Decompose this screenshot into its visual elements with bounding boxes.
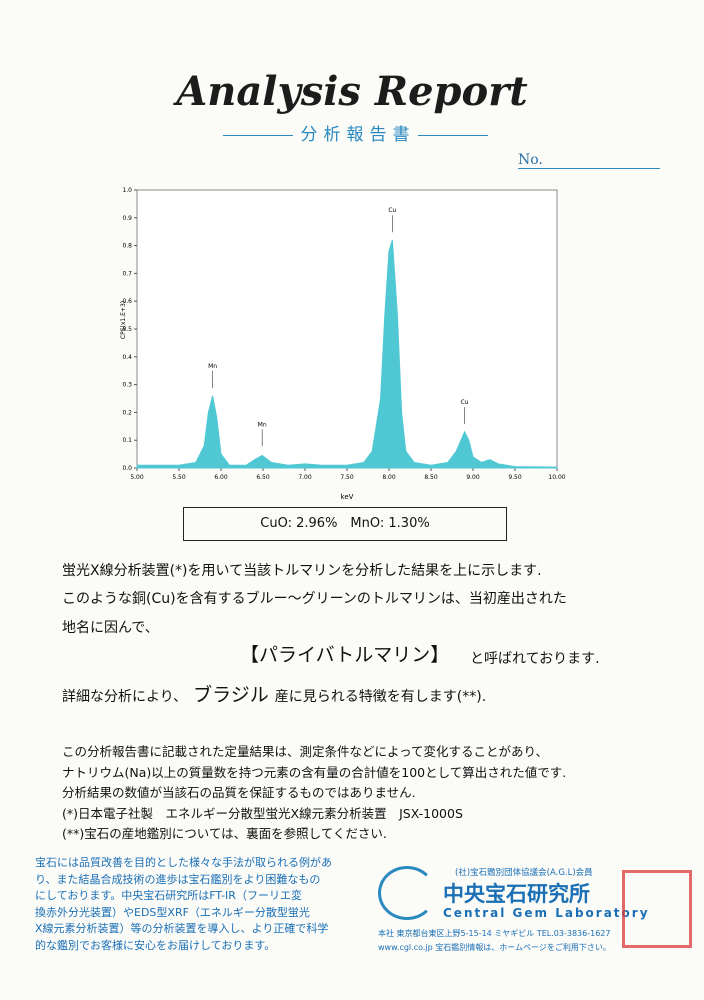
origin: ブラジル — [193, 684, 269, 706]
gem-name: 【パライバトルマリン】 — [240, 644, 450, 666]
logo-mark — [378, 866, 436, 920]
subtitle-text: 分析報告書 — [300, 125, 416, 145]
text-line: (**)宝石の産地鑑別については、裏面を参照してください. — [62, 826, 387, 841]
origin-prefix: 詳細な分析により、 — [62, 689, 188, 705]
peak-label: Mn — [208, 363, 217, 370]
body-line: 地名に因んで、 — [62, 620, 159, 636]
gem-suffix: と呼ばれております. — [470, 651, 600, 667]
text-line: ナトリウム(Na)以上の質量数を持つ元素の含有量の合計値を100として算出された… — [62, 764, 567, 780]
plot-frame — [136, 189, 558, 469]
x-tick-label: 7.50 — [340, 474, 354, 481]
x-tick-label: 5.50 — [172, 474, 186, 481]
lab-jp: 中央宝石研究所 — [443, 882, 590, 906]
text-line: X線元素分析装置）等の分析装置を導入し、より正確で科学 — [35, 922, 329, 935]
origin-line: 詳細な分析により、 ブラジル 産に見られる特徴を有します(**). — [62, 680, 486, 707]
address: 本社 東京都台東区上野5-15-14 ミヤギビル TEL.03-3836-162… — [378, 929, 611, 938]
rule — [417, 134, 488, 136]
y-tick-label: 0.8 — [122, 243, 132, 250]
peak-label: Cu — [388, 207, 396, 214]
x-tick-label: 9.50 — [508, 474, 522, 481]
text-line: この分析報告書に記載された定量結果は、測定条件などによって変化することがあり、 — [62, 744, 549, 759]
text-line: 分析結果の数値が当該石の品質を保証するものではありません. — [62, 785, 416, 800]
spectrum — [136, 239, 558, 469]
text-line: にしております。中央宝石研究所はFT-IR（フーリエ変 — [35, 889, 302, 902]
x-tick-label: 8.50 — [424, 474, 438, 481]
x-tick-label: 6.00 — [214, 474, 228, 481]
y-tick-label: 1.0 — [122, 187, 132, 194]
member: (社)宝石鑑別団体協議会(A.G.L)会員 — [455, 868, 593, 878]
y-tick-label: 0.6 — [122, 298, 132, 305]
web: www.cgl.co.jp 宝石鑑別情報は、ホームページをご利用下さい。 — [378, 943, 611, 952]
x-axis-label: keV — [341, 493, 354, 501]
subtitle: 分析報告書 — [190, 120, 520, 145]
title: Analysis Report — [176, 68, 528, 115]
rule — [222, 134, 293, 136]
y-tick-label: 0.3 — [122, 382, 132, 389]
x-tick-label: 7.00 — [298, 474, 312, 481]
footer-notice: 宝石には品質改善を目的とした様々な手法が取られる例があ り、また結晶合成技術の進歩… — [35, 855, 332, 954]
body-line: このような銅(Cu)を含有するブルー～グリーンのトルマリンは、当初産出された — [62, 591, 567, 607]
result-box: CuO: 2.96% MnO: 1.30% — [183, 507, 507, 541]
peak-label: Cu — [461, 399, 469, 406]
chart: CPS(x1.E+3) keV 0.0 0.1 0.2 0.3 0.4 0.5 0.6 0.7… — [120, 187, 566, 501]
x-tick-label: 10.00 — [548, 474, 565, 481]
lab-en: Central Gem Laboratory — [443, 906, 650, 920]
seal — [622, 870, 692, 948]
y-tick-label: 0.1 — [122, 437, 132, 444]
y-tick-label: 0.5 — [122, 326, 132, 333]
y-tick-label: 0.7 — [122, 270, 132, 277]
number-label: No. — [518, 152, 660, 169]
y-tick-label: 0.2 — [122, 409, 132, 416]
y-tick-label: 0.9 — [122, 215, 132, 222]
y-axis-label: CPS(x1.E+3) — [120, 301, 127, 339]
text-line: (*)日本電子社製 エネルギー分散型蛍光X線元素分析装置 JSX-1000S — [62, 805, 463, 821]
text-line: 的な鑑別でお客様に安心をお届けしております。 — [35, 938, 276, 952]
text-line: 換赤外分光装置）やEDS型XRF（エネルギー分散型蛍光 — [35, 905, 310, 919]
origin-suffix: 産に見られる特徴を有します(**). — [274, 689, 487, 705]
body-line: 蛍光X線分析装置(*)を用いて当該トルマリンを分析した結果を上に示します. — [62, 563, 542, 579]
peak-label: Mn — [258, 421, 267, 428]
y-tick-label: 0.4 — [122, 354, 132, 361]
y-tick-label: 0.0 — [122, 465, 132, 472]
x-tick-label: 8.00 — [382, 474, 396, 481]
text-line: り、また結晶合成技術の進歩は宝石鑑別をより困難なもの — [35, 872, 321, 886]
x-tick-label: 6.50 — [256, 474, 270, 481]
notes: この分析報告書に記載された定量結果は、測定条件などによって変化することがあり、ナ… — [62, 742, 566, 845]
x-tick-label: 9.00 — [466, 474, 480, 481]
x-tick-label: 5.00 — [130, 474, 144, 481]
text-line: 宝石には品質改善を目的とした様々な手法が取られる例があ — [35, 856, 332, 869]
